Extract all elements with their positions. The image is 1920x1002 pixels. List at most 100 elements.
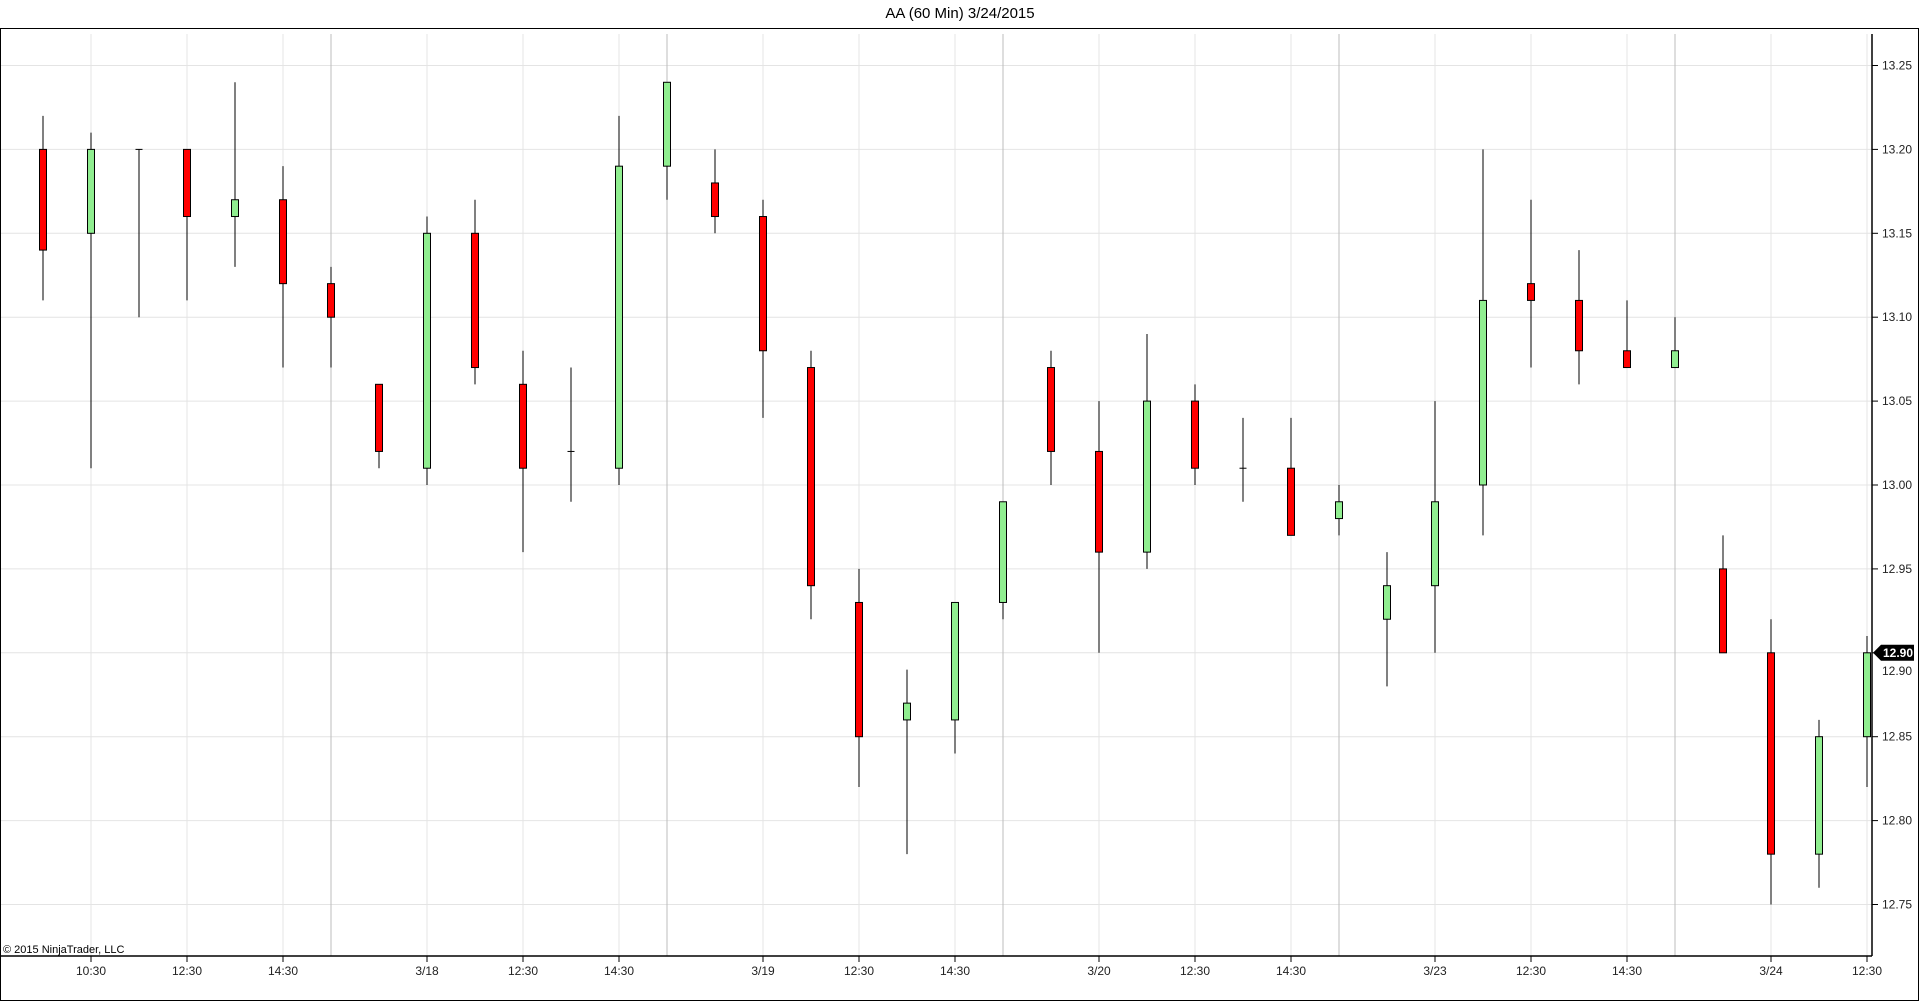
candle-body xyxy=(519,383,527,469)
candle xyxy=(1623,300,1631,369)
candle xyxy=(471,199,479,385)
candle xyxy=(807,350,815,620)
y-tick-label: 13.15 xyxy=(1882,226,1912,240)
y-tick-label: 12.90 xyxy=(1882,664,1912,678)
y-tick-label: 12.85 xyxy=(1882,730,1912,744)
candle-body xyxy=(1191,400,1199,469)
last-price-marker: 12.90 xyxy=(1873,644,1914,661)
y-tick-label: 13.05 xyxy=(1882,394,1912,408)
candle-body xyxy=(87,148,95,234)
candle-body xyxy=(1287,467,1295,536)
candle xyxy=(567,367,575,502)
candle-body xyxy=(999,501,1007,603)
candle xyxy=(1671,317,1679,369)
x-tick-label: 12:30 xyxy=(1180,964,1210,978)
x-tick-label: 12:30 xyxy=(844,964,874,978)
candle-body xyxy=(711,182,719,218)
candle-body xyxy=(279,199,287,285)
candle-body xyxy=(1335,501,1343,520)
candles xyxy=(39,81,1871,905)
x-tick-label: 14:30 xyxy=(604,964,634,978)
candle-body xyxy=(1047,367,1055,452)
y-tick-label: 13.10 xyxy=(1882,310,1912,324)
x-tick-label: 12:30 xyxy=(508,964,538,978)
candle-body xyxy=(231,199,239,218)
candle xyxy=(855,568,863,788)
candle xyxy=(1335,485,1343,536)
candle-body xyxy=(663,81,671,167)
candle xyxy=(1719,535,1727,654)
candle-body xyxy=(1767,652,1775,855)
candle xyxy=(279,166,287,368)
candle-body xyxy=(951,601,959,721)
x-tick-label: 12:30 xyxy=(1852,964,1882,978)
candle xyxy=(327,266,335,368)
candle xyxy=(135,148,143,318)
candle-body xyxy=(39,148,47,251)
candle-body xyxy=(1527,283,1535,301)
candle-body xyxy=(1863,652,1871,738)
y-tick-label: 12.80 xyxy=(1882,814,1912,828)
x-tick-label: 14:30 xyxy=(268,964,298,978)
candle xyxy=(1575,250,1583,385)
candle xyxy=(1431,401,1439,653)
candle-body xyxy=(1431,501,1439,587)
x-tick-label: 10:30 xyxy=(76,964,106,978)
candle xyxy=(1191,384,1199,485)
candle xyxy=(39,115,47,301)
candle-body xyxy=(1671,350,1679,369)
chart-title: AA (60 Min) 3/24/2015 xyxy=(885,5,1034,22)
candle-body xyxy=(1623,350,1631,369)
candle xyxy=(1287,417,1295,536)
candle xyxy=(1863,636,1871,788)
candle-body xyxy=(423,232,431,469)
y-tick-label: 13.20 xyxy=(1882,142,1912,156)
x-tick-label: 3/18 xyxy=(415,964,439,978)
x-tick-label: 3/19 xyxy=(751,964,775,978)
candle-body xyxy=(759,216,767,352)
candle xyxy=(951,601,959,754)
candle-body xyxy=(1719,568,1727,654)
candle xyxy=(711,149,719,234)
candle xyxy=(1767,619,1775,905)
candle-body xyxy=(1815,736,1823,855)
candle xyxy=(423,216,431,485)
grid xyxy=(1,34,1872,956)
candle-body xyxy=(1095,450,1103,553)
last-price-tag xyxy=(1873,644,1914,661)
x-tick-label: 12:30 xyxy=(172,964,202,978)
candle xyxy=(375,383,383,469)
candle xyxy=(1239,417,1247,502)
candle-body xyxy=(1479,299,1487,486)
x-tick-label: 14:30 xyxy=(1612,964,1642,978)
x-tick-label: 14:30 xyxy=(1276,964,1306,978)
copyright-text: © 2015 NinjaTrader, LLC xyxy=(3,944,124,956)
candle-body xyxy=(1575,299,1583,352)
y-axis: 13.25 13.20 13.15 13.10 13.05 13.00 12.95 12.90… xyxy=(1872,59,1912,912)
candle xyxy=(1479,149,1487,536)
candle xyxy=(1815,719,1823,888)
chart-frame xyxy=(0,28,1919,1001)
x-tick-label: 3/23 xyxy=(1423,964,1447,978)
x-axis: 10:30 12:30 14:30 3/18 12:30 14:30 3/19 12:30 14… xyxy=(76,956,1882,978)
candle xyxy=(1095,401,1103,653)
x-tick-label: 12:30 xyxy=(1516,964,1546,978)
candle xyxy=(759,199,767,418)
candle xyxy=(519,350,527,553)
candle xyxy=(231,82,239,267)
candle-body xyxy=(375,383,383,452)
candle-body xyxy=(471,232,479,369)
y-tick-label: 13.00 xyxy=(1882,478,1912,492)
candle xyxy=(1047,350,1055,485)
candle xyxy=(87,132,95,469)
candle xyxy=(1527,199,1535,368)
y-tick-label: 13.25 xyxy=(1882,59,1912,73)
candle xyxy=(999,501,1007,620)
candle-body xyxy=(615,165,623,469)
candle xyxy=(1143,333,1151,569)
candle xyxy=(1383,552,1391,687)
candle-body xyxy=(903,702,911,721)
x-tick-label: 14:30 xyxy=(940,964,970,978)
candle xyxy=(663,81,671,200)
